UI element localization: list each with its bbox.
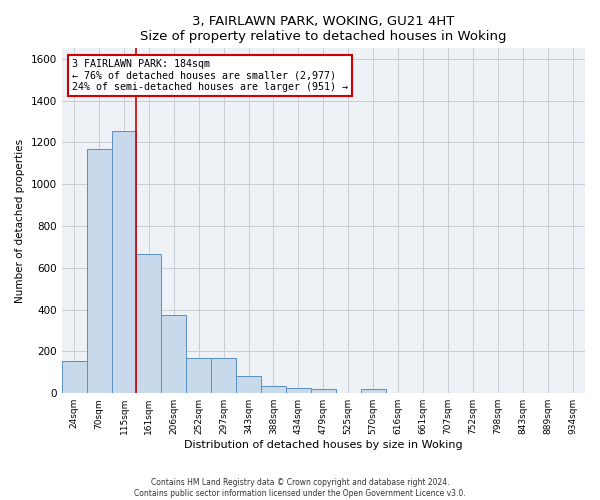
Bar	[361, 389, 386, 393]
Text: Contains HM Land Registry data © Crown copyright and database right 2024.
Contai: Contains HM Land Registry data © Crown c…	[134, 478, 466, 498]
Bar	[186, 358, 211, 393]
Bar	[286, 388, 311, 393]
Bar	[211, 358, 236, 393]
Text: 3 FAIRLAWN PARK: 184sqm
← 76% of detached houses are smaller (2,977)
24% of semi: 3 FAIRLAWN PARK: 184sqm ← 76% of detache…	[72, 58, 348, 92]
Bar	[261, 386, 286, 393]
Bar	[161, 315, 186, 393]
Bar	[311, 389, 336, 393]
Bar	[136, 254, 161, 393]
X-axis label: Distribution of detached houses by size in Woking: Distribution of detached houses by size …	[184, 440, 463, 450]
Bar	[62, 361, 86, 393]
Bar	[112, 131, 136, 393]
Bar	[86, 148, 112, 393]
Bar	[236, 376, 261, 393]
Y-axis label: Number of detached properties: Number of detached properties	[15, 138, 25, 303]
Title: 3, FAIRLAWN PARK, WOKING, GU21 4HT
Size of property relative to detached houses : 3, FAIRLAWN PARK, WOKING, GU21 4HT Size …	[140, 15, 506, 43]
